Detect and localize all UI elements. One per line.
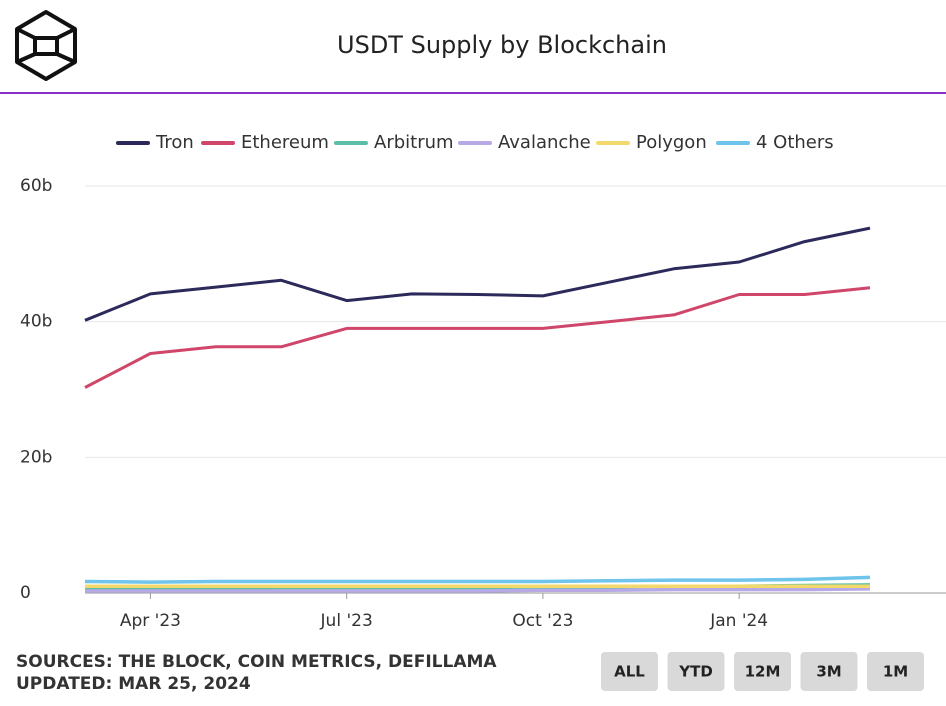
button-bg [867,652,924,691]
button-bg [800,652,858,691]
legend-label: Arbitrum [374,132,454,153]
range-button[interactable]: 12M [734,652,791,691]
y-tick-label: 60b [20,176,52,196]
button-label[interactable]: ALL [614,663,645,681]
button-label[interactable]: 1M [883,663,908,681]
y-tick-label: 0 [20,583,31,603]
legend-label: Polygon [636,132,707,153]
y-tick-label: 20b [20,447,52,467]
sources: SOURCES: THE BLOCK, COIN METRICS, DEFILL… [16,652,497,672]
series-line [85,587,871,593]
legend-label: 4 Others [756,132,834,153]
range-button[interactable]: 1M [867,652,924,691]
range-button[interactable]: ALL [601,652,658,691]
button-bg [601,652,658,691]
x-tick-label: Jul '23 [320,611,373,631]
series-line [84,575,871,584]
updated: UPDATED: MAR 25, 2024 [16,674,251,694]
range-button[interactable]: YTD [667,652,725,691]
legend-label: Avalanche [498,132,591,153]
y-tick-label: 40b [20,312,52,332]
chart-title: USDT Supply by Blockchain [337,31,667,59]
x-tick-label: Oct '23 [512,611,573,631]
button-label[interactable]: 3M [816,663,841,681]
range-button[interactable]: 3M [800,652,858,691]
button-label[interactable]: YTD [678,663,713,681]
x-tick-label: Jan '24 [709,611,768,631]
series-line [84,226,871,322]
button-label[interactable]: 12M [745,663,781,681]
series-line [84,286,871,389]
logo [15,10,77,81]
x-tick-label: Apr '23 [120,611,181,631]
legend-label: Ethereum [241,132,329,153]
button-bg [667,652,725,691]
button-bg [734,652,791,691]
legend-label: Tron [155,132,194,153]
